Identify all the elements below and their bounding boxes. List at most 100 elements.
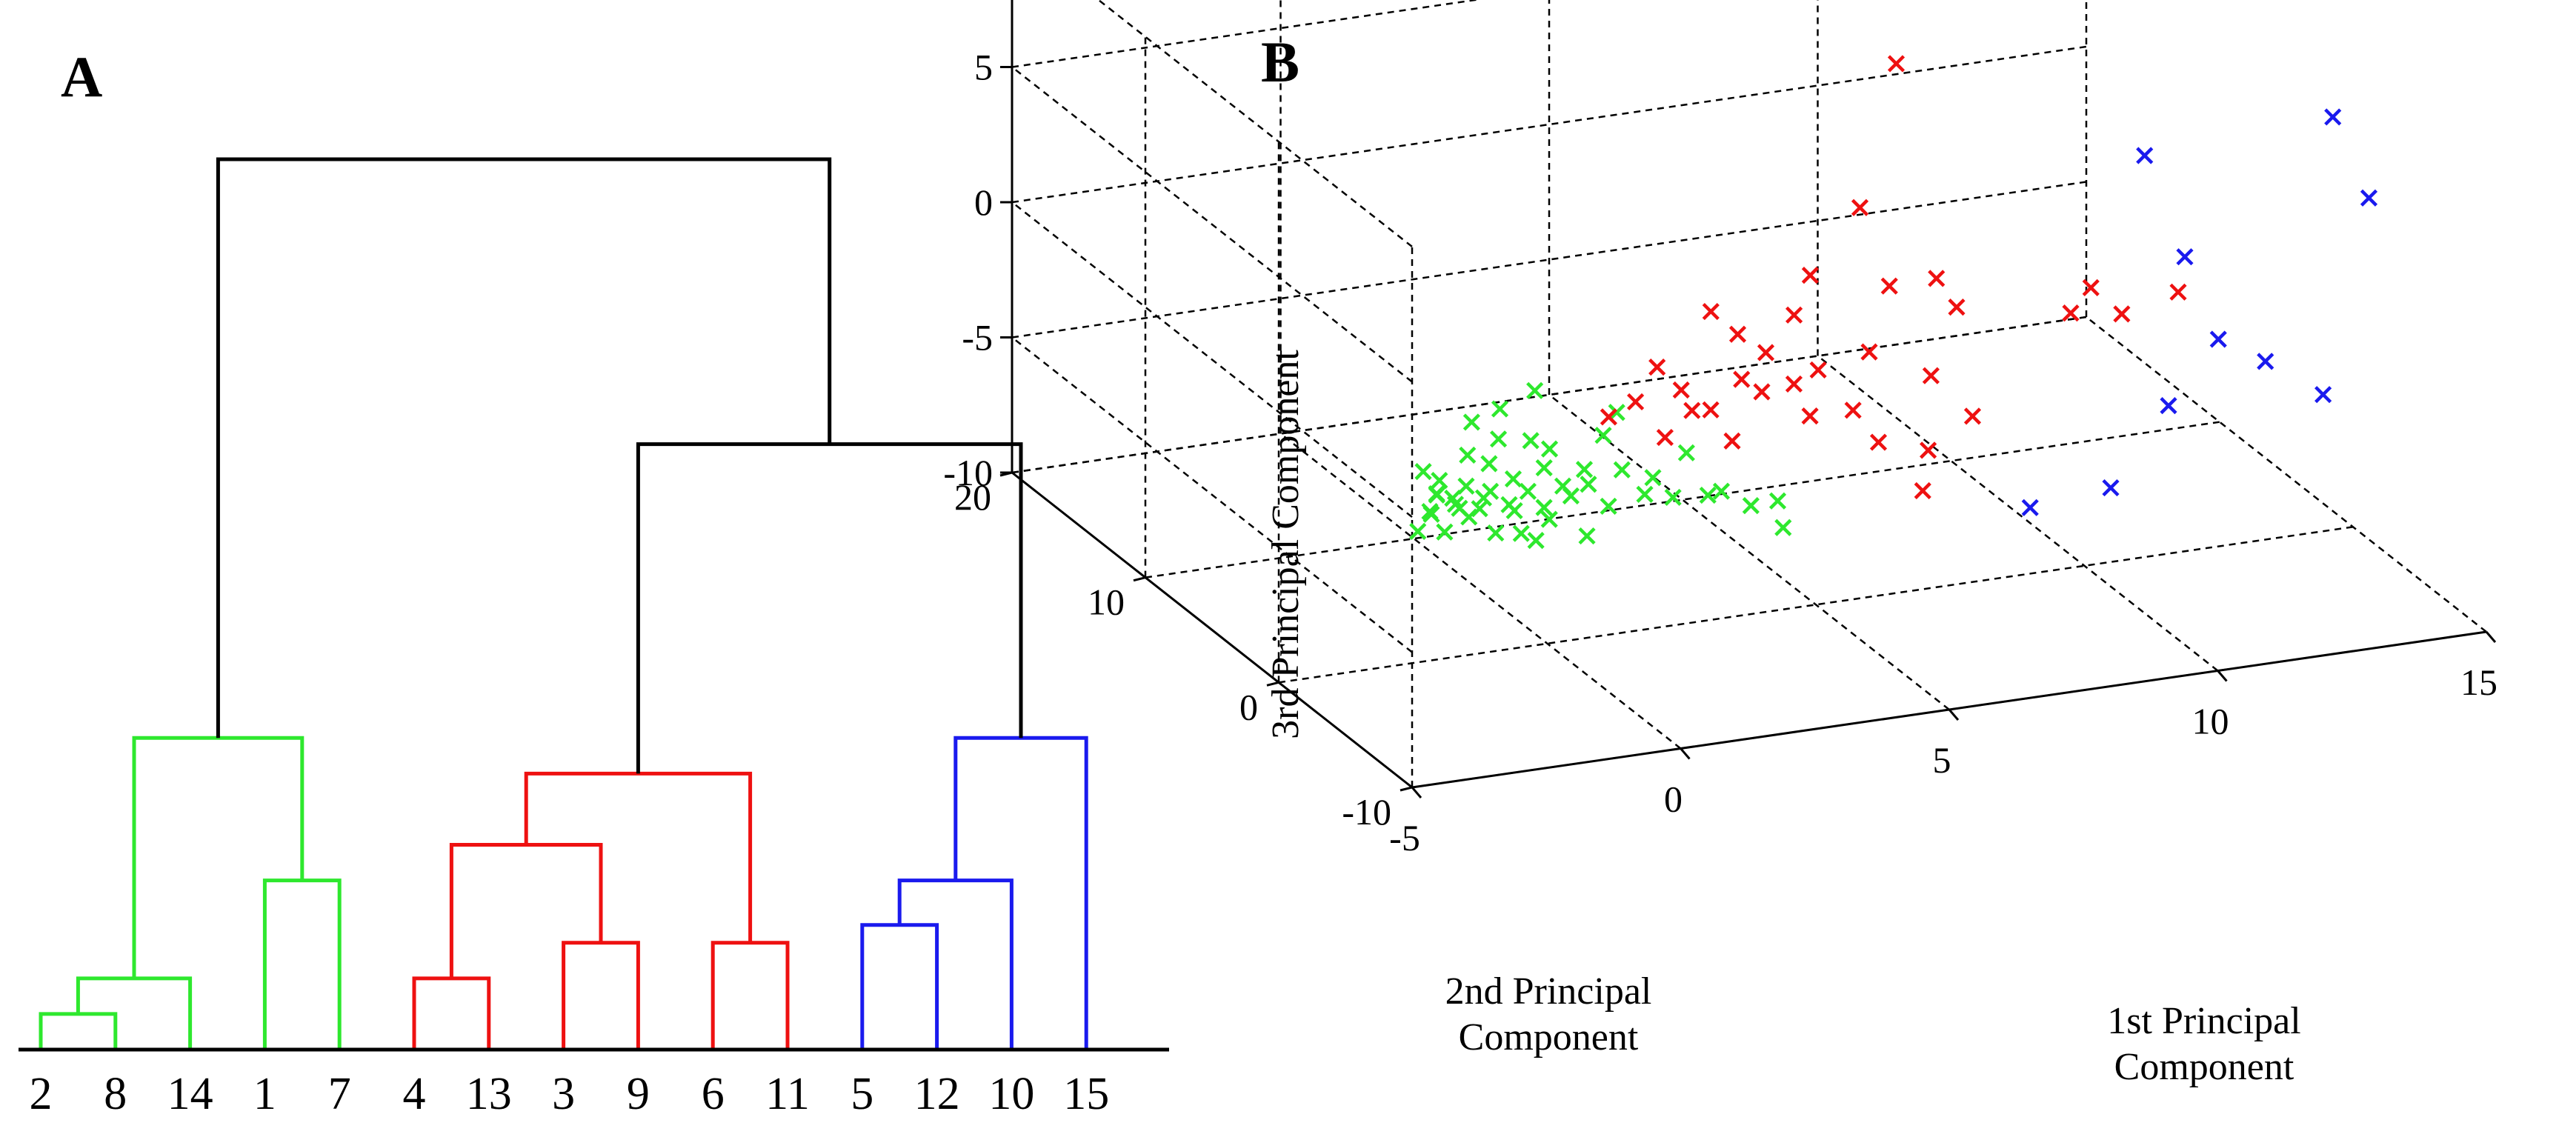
point-green-10 (1409, 522, 1427, 540)
y-tick-label-2: 10 (1088, 581, 1125, 623)
x-tick-label-4: 15 (2460, 661, 2497, 703)
point-red-20 (1928, 270, 1946, 287)
leaf-label-1: 1 (253, 1069, 276, 1119)
point-green-32 (1600, 497, 1617, 516)
leaf-label-9: 9 (627, 1069, 650, 1119)
leaf-label-15: 15 (1063, 1069, 1109, 1119)
leaf-label-3: 3 (552, 1069, 575, 1119)
point-green-48 (1712, 482, 1731, 500)
z-axis-title: 3rd Principal Component (1265, 350, 1307, 739)
point-red-2 (1733, 370, 1751, 388)
point-blue-0 (2136, 147, 2154, 164)
point-blue-5 (2160, 397, 2177, 415)
point-red-7 (1809, 361, 1827, 379)
point-green-33 (1540, 440, 1559, 458)
leaf-label-6: 6 (702, 1069, 725, 1119)
point-green-18 (1535, 459, 1553, 477)
point-green-46 (1608, 404, 1625, 421)
point-red-29 (2169, 283, 2187, 301)
x-tick-mark-4 (2485, 631, 2497, 643)
point-green-42 (1664, 488, 1682, 507)
y-tick-label-0: -10 (1342, 791, 1391, 833)
point-green-13 (1457, 477, 1475, 495)
point-green-36 (1636, 485, 1654, 503)
dendrogram-chart: 2 8 14 1 7 4 13 3 9 6 11 5 12 10 15 (19, 157, 1169, 1119)
point-red-3 (1683, 401, 1701, 419)
point-green-3 (1471, 500, 1488, 518)
y-axis-line (1011, 471, 1413, 789)
point-red-28 (2113, 305, 2131, 323)
x-tick-label-2: 5 (1933, 739, 1951, 781)
point-green-14 (1480, 455, 1498, 473)
point-red-30 (1648, 359, 1666, 376)
point-green-27 (1522, 432, 1540, 450)
y-axis-title: 2nd Principal Component (1445, 970, 1652, 1058)
point-green-41 (1505, 501, 1523, 520)
point-green-29 (1580, 476, 1597, 493)
grid-left-z-1 (1011, 336, 1413, 653)
point-green-23 (1459, 446, 1477, 464)
point-blue-8 (2324, 108, 2342, 126)
point-green-37 (1594, 427, 1612, 444)
grid-floor-y-2 (1145, 421, 2220, 578)
grid-left-z-4 (1096, 0, 1413, 247)
point-green-43 (1677, 444, 1695, 461)
point-red-15 (1702, 302, 1720, 321)
z-tick-label-3: 5 (974, 47, 993, 88)
point-red-23 (1920, 441, 1937, 459)
point-green-34 (1491, 400, 1509, 418)
x-tick-label-3: 10 (2192, 701, 2229, 742)
point-red-14 (1860, 343, 1878, 361)
grid-floor-x-4 (2086, 316, 2487, 633)
grid-floor-x-2 (1548, 394, 1950, 710)
point-red-26 (2062, 304, 2080, 322)
point-blue-3 (2257, 353, 2274, 370)
point-green-24 (1489, 430, 1508, 448)
point-red-17 (1880, 277, 1898, 295)
x-tick-mark-0 (1411, 787, 1422, 798)
x-tick-mark-3 (2217, 670, 2228, 682)
point-blue-9 (2360, 189, 2378, 207)
dendrogram-link-10 (897, 878, 1014, 1050)
point-green-35 (1613, 461, 1631, 479)
point-green-15 (1535, 499, 1553, 516)
leaf-label-11: 11 (765, 1069, 810, 1119)
point-red-0 (1672, 381, 1690, 399)
point-red-6 (1723, 432, 1741, 450)
point-green-50 (1774, 519, 1792, 536)
point-green-30 (1527, 532, 1545, 550)
dendrogram-link-11 (953, 736, 1088, 1050)
dendrogram-link-9 (860, 923, 939, 1050)
point-red-32 (1801, 407, 1819, 425)
leaf-label-13: 13 (466, 1069, 512, 1119)
grid-floor-x-3 (1817, 355, 2219, 672)
point-green-49 (1742, 497, 1760, 515)
point-red-33 (1922, 367, 1940, 384)
point-blue-2 (2209, 330, 2227, 348)
y-tick-label-1: 0 (1239, 686, 1258, 727)
leaf-label-5: 5 (851, 1069, 873, 1119)
leaf-label-14: 14 (167, 1069, 213, 1119)
point-green-39 (1540, 510, 1558, 528)
leaf-label-2: 2 (30, 1069, 53, 1119)
leaf-label-10: 10 (988, 1069, 1034, 1119)
grid-back-z-3 (1011, 0, 1482, 68)
point-red-9 (1844, 401, 1862, 419)
y-tick-label-3: 20 (954, 476, 991, 518)
point-green-21 (1460, 508, 1478, 526)
point-green-47 (1526, 381, 1544, 399)
point-green-28 (1462, 413, 1480, 431)
dendrogram-link-13 (216, 157, 832, 738)
point-red-12 (1728, 325, 1747, 343)
point-red-8 (1757, 344, 1775, 361)
x-axis-title: 1st Principal Component (2107, 1000, 2300, 1088)
dendrogram-link-2 (262, 878, 342, 1050)
grid-left-z-2 (1011, 201, 1413, 518)
point-green-25 (1562, 487, 1580, 505)
dendrogram-link-0 (39, 1012, 118, 1050)
point-blue-4 (2314, 386, 2332, 404)
point-blue-6 (2102, 479, 2120, 497)
y-tick-mark-0 (1400, 786, 1413, 792)
